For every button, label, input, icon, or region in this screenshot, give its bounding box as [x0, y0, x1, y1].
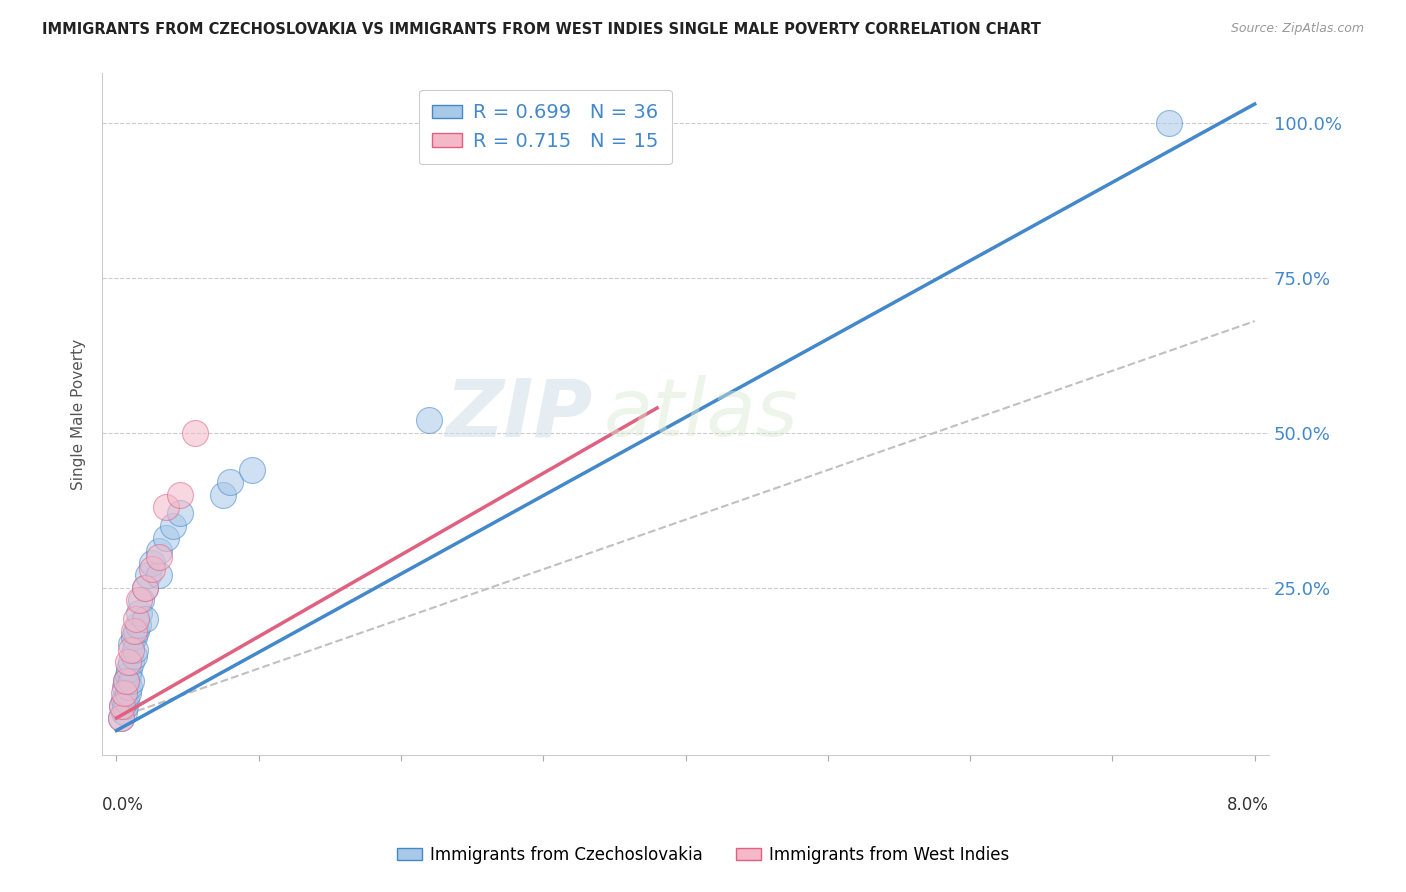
Point: [128, 606, 150, 620]
Point: [112, 686, 135, 700]
Text: Source: ZipAtlas.com: Source: ZipAtlas.com: [1230, 22, 1364, 36]
Point: [127, 618, 149, 632]
Point: [129, 593, 152, 607]
Point: [1159, 115, 1181, 129]
Point: [114, 680, 136, 694]
Point: [148, 549, 170, 564]
Point: [141, 562, 163, 576]
Point: [120, 673, 142, 688]
Point: [122, 631, 145, 645]
Text: 8.0%: 8.0%: [1227, 797, 1270, 814]
Point: [155, 500, 177, 515]
Point: [114, 698, 136, 713]
Point: [128, 593, 150, 607]
Point: [148, 568, 170, 582]
Point: [117, 667, 139, 681]
Point: [111, 698, 134, 713]
Point: [118, 661, 141, 675]
Point: [219, 475, 242, 490]
Point: [115, 673, 138, 688]
Point: [183, 425, 205, 440]
Text: IMMIGRANTS FROM CZECHOSLOVAKIA VS IMMIGRANTS FROM WEST INDIES SINGLE MALE POVERT: IMMIGRANTS FROM CZECHOSLOVAKIA VS IMMIGR…: [42, 22, 1040, 37]
Point: [118, 680, 141, 694]
Text: 0.0%: 0.0%: [103, 797, 143, 814]
Point: [418, 413, 440, 427]
Point: [110, 711, 132, 725]
Point: [148, 543, 170, 558]
Point: [111, 698, 134, 713]
Point: [112, 692, 135, 706]
Point: [212, 488, 235, 502]
Point: [155, 531, 177, 545]
Point: [112, 705, 135, 719]
Point: [120, 655, 142, 669]
Point: [122, 624, 145, 639]
Y-axis label: Single Male Poverty: Single Male Poverty: [72, 339, 86, 490]
Point: [169, 488, 191, 502]
Point: [162, 518, 184, 533]
Point: [136, 568, 159, 582]
Point: [120, 643, 142, 657]
Point: [115, 692, 138, 706]
Point: [117, 655, 139, 669]
Point: [240, 463, 263, 477]
Point: [134, 581, 156, 595]
Point: [110, 711, 132, 725]
Point: [125, 624, 148, 639]
Point: [120, 637, 142, 651]
Point: [134, 581, 156, 595]
Point: [117, 686, 139, 700]
Point: [122, 649, 145, 664]
Point: [141, 556, 163, 570]
Text: atlas: atlas: [605, 376, 799, 453]
Point: [115, 673, 138, 688]
Point: [134, 612, 156, 626]
Legend: Immigrants from Czechoslovakia, Immigrants from West Indies: Immigrants from Czechoslovakia, Immigran…: [389, 839, 1017, 871]
Legend: R = 0.699   N = 36, R = 0.715   N = 15: R = 0.699 N = 36, R = 0.715 N = 15: [419, 89, 672, 164]
Point: [169, 507, 191, 521]
Point: [125, 612, 148, 626]
Point: [124, 643, 146, 657]
Text: ZIP: ZIP: [444, 376, 592, 453]
